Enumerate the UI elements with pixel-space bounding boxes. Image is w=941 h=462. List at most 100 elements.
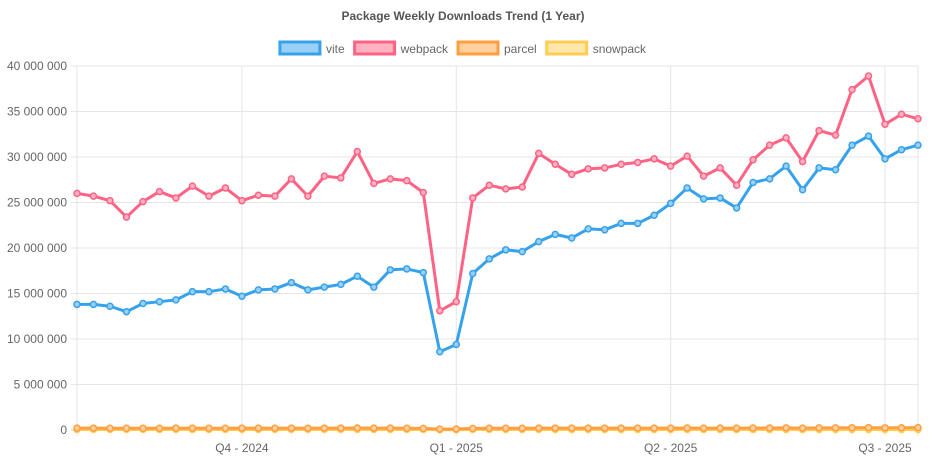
- data-point-vite: [387, 267, 393, 273]
- data-point-parcel: [420, 425, 426, 431]
- data-point-webpack: [882, 121, 888, 127]
- series-webpack: [74, 73, 921, 314]
- data-point-webpack: [800, 159, 806, 165]
- legend-swatch: [547, 42, 587, 54]
- data-point-parcel: [602, 425, 608, 431]
- series-line-vite: [77, 136, 918, 352]
- data-point-vite: [800, 187, 806, 193]
- data-point-parcel: [750, 425, 756, 431]
- data-point-parcel: [288, 425, 294, 431]
- data-point-vite: [123, 309, 129, 315]
- data-point-webpack: [503, 186, 509, 192]
- data-point-parcel: [701, 425, 707, 431]
- legend-label: vite: [326, 42, 345, 56]
- data-point-webpack: [833, 132, 839, 138]
- data-point-vite: [74, 301, 80, 307]
- data-point-parcel: [783, 425, 789, 431]
- data-point-parcel: [915, 425, 921, 431]
- data-point-vite: [684, 185, 690, 191]
- data-point-vite: [470, 270, 476, 276]
- y-tick-label: 20 000 000: [7, 241, 67, 255]
- data-point-parcel: [321, 425, 327, 431]
- data-point-vite: [915, 142, 921, 148]
- y-tick-label: 0: [60, 423, 67, 437]
- data-point-parcel: [272, 425, 278, 431]
- data-point-webpack: [387, 176, 393, 182]
- data-point-vite: [651, 212, 657, 218]
- data-point-vite: [569, 235, 575, 241]
- data-point-parcel: [74, 425, 80, 431]
- data-point-vite: [189, 289, 195, 295]
- legend-item-vite[interactable]: vite: [280, 42, 345, 56]
- data-point-parcel: [849, 425, 855, 431]
- data-point-webpack: [321, 173, 327, 179]
- data-point-webpack: [899, 111, 905, 117]
- data-point-parcel: [437, 426, 443, 432]
- data-point-vite: [338, 281, 344, 287]
- data-point-parcel: [767, 425, 773, 431]
- data-point-vite: [486, 256, 492, 262]
- data-point-parcel: [371, 425, 377, 431]
- data-point-vite: [173, 297, 179, 303]
- legend-item-webpack[interactable]: webpack: [355, 42, 449, 56]
- data-point-vite: [519, 249, 525, 255]
- data-point-webpack: [239, 198, 245, 204]
- data-point-vite: [701, 196, 707, 202]
- data-point-vite: [866, 133, 872, 139]
- data-point-webpack: [849, 87, 855, 93]
- data-point-parcel: [156, 425, 162, 431]
- data-point-webpack: [618, 161, 624, 167]
- x-tick-label: Q2 - 2025: [644, 441, 698, 455]
- data-point-webpack: [453, 299, 459, 305]
- legend: vite webpack parcel snowpack: [280, 42, 647, 56]
- data-point-parcel: [140, 425, 146, 431]
- data-point-webpack: [470, 195, 476, 201]
- data-point-webpack: [701, 173, 707, 179]
- data-point-parcel: [552, 425, 558, 431]
- legend-swatch: [458, 42, 498, 54]
- data-point-vite: [272, 286, 278, 292]
- data-point-parcel: [569, 425, 575, 431]
- y-tick-label: 25 000 000: [7, 196, 67, 210]
- data-point-parcel: [882, 425, 888, 431]
- data-point-vite: [437, 349, 443, 355]
- data-point-webpack: [206, 193, 212, 199]
- data-point-vite: [354, 273, 360, 279]
- data-point-parcel: [717, 425, 723, 431]
- series-vite: [74, 133, 921, 355]
- data-point-webpack: [74, 190, 80, 196]
- data-point-parcel: [519, 425, 525, 431]
- data-point-vite: [767, 176, 773, 182]
- legend-swatch: [355, 42, 395, 54]
- data-point-webpack: [338, 175, 344, 181]
- data-point-webpack: [519, 184, 525, 190]
- data-point-webpack: [305, 193, 311, 199]
- data-point-webpack: [420, 189, 426, 195]
- data-point-vite: [602, 227, 608, 233]
- legend-label: snowpack: [593, 42, 647, 56]
- data-point-parcel: [107, 425, 113, 431]
- data-point-vite: [156, 299, 162, 305]
- data-point-vite: [816, 165, 822, 171]
- data-point-vite: [618, 220, 624, 226]
- data-point-webpack: [668, 163, 674, 169]
- data-point-vite: [833, 167, 839, 173]
- data-point-vite: [107, 303, 113, 309]
- data-point-parcel: [651, 425, 657, 431]
- data-point-parcel: [222, 425, 228, 431]
- data-point-parcel: [486, 425, 492, 431]
- data-point-webpack: [734, 182, 740, 188]
- data-point-parcel: [503, 425, 509, 431]
- legend-label: parcel: [504, 42, 537, 56]
- data-point-vite: [899, 147, 905, 153]
- data-point-webpack: [173, 195, 179, 201]
- data-point-parcel: [899, 425, 905, 431]
- legend-item-snowpack[interactable]: snowpack: [547, 42, 647, 56]
- data-point-webpack: [750, 157, 756, 163]
- legend-item-parcel[interactable]: parcel: [458, 42, 537, 56]
- data-point-parcel: [684, 425, 690, 431]
- data-point-webpack: [156, 189, 162, 195]
- data-point-vite: [882, 156, 888, 162]
- series-layer: [74, 73, 921, 433]
